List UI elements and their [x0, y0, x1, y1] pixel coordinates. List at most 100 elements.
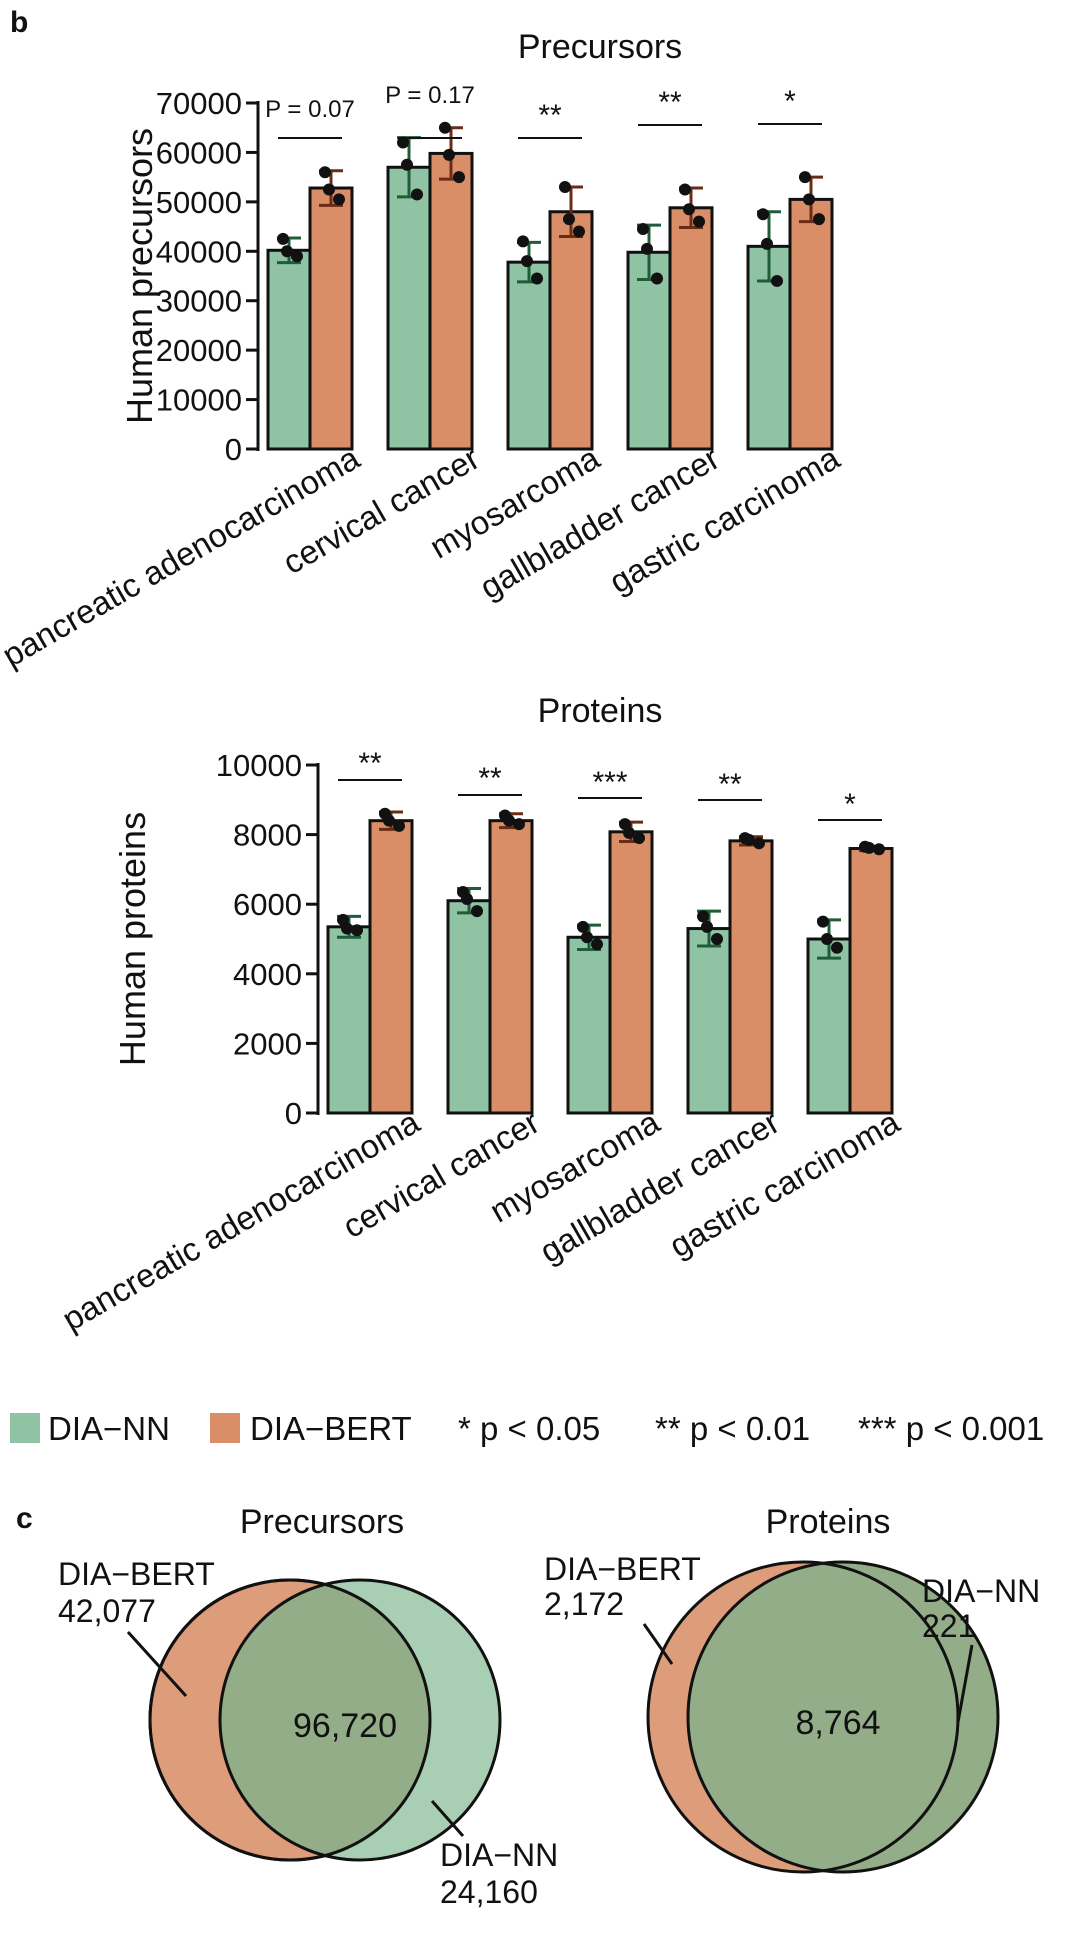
precursors-point-dia-bert-3-2 — [683, 203, 695, 216]
venn-precursors-dia-nn-name: DIA−NN — [440, 1837, 558, 1873]
precursors-point-dia-bert-0-2 — [323, 183, 335, 196]
precursors-point-dia-nn-1-2 — [401, 158, 413, 171]
precursors-point-dia-nn-3-0 — [637, 223, 649, 236]
precursors-point-dia-nn-0-0 — [277, 232, 289, 245]
proteins-point-dia-bert-2-2 — [623, 826, 635, 839]
precursors-point-dia-nn-2-1 — [531, 272, 543, 285]
venn-precursors-dia-nn-leader — [430, 1800, 465, 1837]
venn-precursors-overlap-label: 96,720 — [293, 1707, 397, 1745]
precursors-point-dia-nn-4-0 — [757, 208, 769, 221]
proteins-point-dia-bert-4-2 — [863, 841, 875, 854]
precursors-point-dia-bert-0-0 — [319, 166, 331, 179]
venn-proteins-overlap-label: 8,764 — [795, 1704, 880, 1742]
precursors-category-label-1: cervical cancer — [276, 439, 485, 581]
proteins-point-dia-nn-4-2 — [821, 933, 833, 945]
proteins-sig-label-0: ** — [358, 747, 382, 780]
venn-precursors-dia-bert-outline — [148, 1578, 432, 1862]
proteins-y-tick-label-4: 8000 — [233, 818, 302, 853]
venn-proteins-dia-bert-count: 2,172 — [544, 1586, 624, 1622]
precursors-point-dia-bert-4-0 — [799, 171, 811, 184]
precursors-point-dia-bert-0-1 — [333, 193, 345, 206]
precursors-point-dia-nn-4-1 — [771, 274, 783, 287]
proteins-sig-label-2: *** — [592, 766, 627, 799]
precursors-y-tick-label-6: 60000 — [156, 135, 242, 170]
precursors-point-dia-bert-4-1 — [813, 213, 825, 226]
proteins-bar-dia-nn-1 — [446, 899, 492, 1115]
precursors-y-tick-label-7: 70000 — [156, 86, 242, 121]
venn-precursors-dia-bert-count: 42,077 — [58, 1593, 156, 1629]
proteins-chart-title: Proteins — [538, 692, 663, 730]
legend-label-dia-nn: DIA−NN — [48, 1410, 170, 1447]
proteins-y-tick-label-0: 0 — [285, 1096, 302, 1131]
legend: DIA−NN DIA−BERT * p < 0.05 ** p < 0.01 *… — [10, 1410, 1044, 1447]
venn-precursors-dia-bert-name: DIA−BERT — [58, 1556, 215, 1592]
venn-proteins-dia-nn-count: 221 — [922, 1608, 975, 1644]
legend-sig-3: *** p < 0.001 — [858, 1410, 1044, 1447]
precursors-point-dia-bert-2-0 — [559, 181, 571, 194]
proteins-bar-chart: Proteins Human proteins 0 2000 4000 6000 8000 1… — [56, 692, 906, 1338]
venn-precursors-dia-nn-count: 24,160 — [440, 1874, 538, 1910]
precursors-point-dia-bert-2-1 — [573, 225, 585, 238]
precursors-y-tick-label-5: 50000 — [156, 185, 242, 220]
venn-precursors-dia-nn-outline — [218, 1578, 502, 1862]
legend-sig-1: * p < 0.05 — [458, 1410, 600, 1447]
precursors-bar-dia-bert-1 — [428, 151, 474, 451]
proteins-point-dia-nn-2-0 — [577, 920, 589, 933]
precursors-point-dia-nn-4-2 — [761, 237, 773, 250]
precursors-point-dia-bert-2-2 — [563, 213, 575, 226]
precursors-point-dia-nn-3-1 — [651, 272, 663, 285]
proteins-point-dia-bert-0-2 — [383, 814, 395, 827]
precursors-venn: Precursors 96,720 DIA−BERT 42,077 DIA−NN… — [58, 1503, 558, 1910]
legend-sig-2: ** p < 0.01 — [655, 1410, 810, 1447]
proteins-y-tick-label-5: 10000 — [216, 748, 302, 783]
proteins-point-dia-nn-0-2 — [341, 922, 353, 935]
proteins-y-tick-label-3: 6000 — [233, 887, 302, 922]
proteins-bar-dia-bert-3 — [728, 839, 774, 1115]
precursors-bar-dia-bert-3 — [668, 206, 714, 451]
proteins-point-dia-nn-0-1 — [351, 924, 363, 937]
precursors-sig-label-3: ** — [658, 86, 682, 119]
venn-proteins-dia-bert-leader — [642, 1623, 674, 1665]
legend-label-dia-bert: DIA−BERT — [250, 1410, 412, 1447]
venn-proteins-title: Proteins — [766, 1503, 891, 1541]
proteins-bar-dia-nn-2 — [566, 935, 612, 1115]
precursors-sig-label-1: P = 0.17 — [385, 82, 475, 109]
proteins-bar-dia-nn-3 — [686, 927, 732, 1115]
precursors-sig-label-4: * — [784, 85, 796, 118]
proteins-point-dia-nn-3-0 — [697, 910, 709, 923]
proteins-point-dia-bert-4-1 — [873, 843, 885, 856]
precursors-point-dia-nn-1-1 — [411, 188, 423, 201]
precursors-bar-dia-bert-2 — [548, 210, 594, 451]
legend-swatch-dia-nn — [10, 1413, 40, 1443]
proteins-point-dia-nn-2-2 — [581, 931, 593, 944]
proteins-bar-dia-nn-4 — [806, 937, 852, 1115]
venn-proteins-dia-nn-circle — [688, 1562, 998, 1872]
proteins-category-label-1: cervical cancer — [336, 1103, 545, 1245]
precursors-point-dia-bert-3-0 — [679, 183, 691, 196]
precursors-y-tick-label-4: 40000 — [156, 234, 242, 269]
precursors-bar-chart: Precursors Human precursors 0 10000 20000 300… — [0, 28, 846, 674]
precursors-y-tick-label-1: 10000 — [156, 383, 242, 418]
venn-precursors-overlap — [220, 1580, 430, 1860]
venn-precursors-dia-bert-leader — [126, 1630, 188, 1698]
precursors-point-dia-nn-2-0 — [517, 235, 529, 248]
precursors-point-dia-bert-4-2 — [803, 193, 815, 206]
proteins-point-dia-nn-4-0 — [817, 915, 829, 928]
proteins-point-dia-nn-3-1 — [711, 933, 723, 945]
panel-label-c: c — [16, 1502, 33, 1535]
precursors-sig-label-0: P = 0.07 — [265, 96, 355, 123]
precursors-point-dia-bert-3-1 — [693, 215, 705, 228]
precursors-y-tick-label-0: 0 — [225, 432, 242, 467]
proteins-point-dia-nn-1-2 — [461, 892, 473, 905]
proteins-point-dia-bert-0-1 — [393, 819, 405, 832]
proteins-bar-dia-bert-1 — [488, 819, 534, 1115]
precursors-bar-dia-nn-2 — [506, 260, 552, 451]
proteins-point-dia-nn-4-1 — [831, 941, 843, 954]
precursors-bar-dia-nn-0 — [266, 248, 312, 451]
proteins-y-tick-label-1: 2000 — [233, 1026, 302, 1061]
precursors-bar-dia-bert-4 — [788, 197, 834, 451]
precursors-y-axis-label: Human precursors — [119, 128, 160, 424]
precursors-bar-dia-nn-1 — [386, 165, 432, 451]
venn-precursors-title: Precursors — [240, 1503, 404, 1541]
